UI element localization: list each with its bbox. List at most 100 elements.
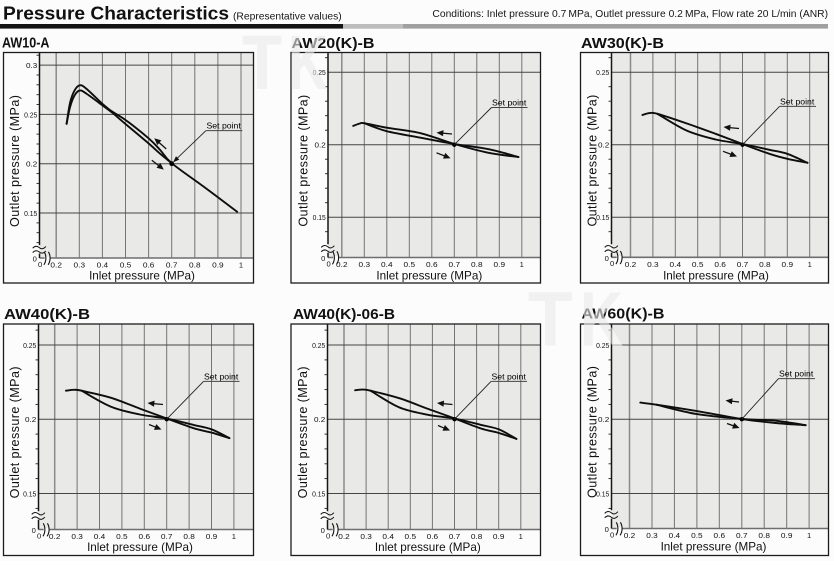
- svg-text:0.3: 0.3: [647, 260, 659, 269]
- svg-text:0: 0: [605, 254, 609, 263]
- svg-text:0.7: 0.7: [449, 532, 461, 541]
- svg-text:0: 0: [321, 254, 325, 263]
- svg-text:0.5: 0.5: [691, 531, 703, 540]
- svg-text:0: 0: [37, 531, 41, 540]
- svg-text:0: 0: [326, 531, 330, 540]
- svg-text:0.3: 0.3: [26, 61, 37, 70]
- svg-text:0.3: 0.3: [646, 531, 658, 540]
- svg-text:0.4: 0.4: [97, 261, 109, 270]
- svg-text:0.4: 0.4: [670, 260, 682, 269]
- svg-text:0.25: 0.25: [23, 341, 36, 350]
- svg-text:T: T: [528, 277, 573, 363]
- svg-text:0.4: 0.4: [669, 531, 681, 540]
- svg-text:0.2: 0.2: [625, 260, 637, 269]
- svg-text:Set point: Set point: [492, 97, 527, 107]
- svg-text:0.15: 0.15: [23, 489, 36, 498]
- svg-text:Set point: Set point: [204, 371, 239, 381]
- svg-text:0.6: 0.6: [143, 261, 155, 270]
- svg-text:0.4: 0.4: [381, 260, 393, 269]
- svg-text:0.15: 0.15: [596, 489, 609, 498]
- svg-text:0.7: 0.7: [737, 260, 749, 269]
- svg-text:0.25: 0.25: [596, 341, 609, 350]
- svg-text:0.9: 0.9: [494, 260, 506, 269]
- svg-text:Inlet pressure (MPa): Inlet pressure (MPa): [87, 541, 193, 554]
- svg-text:Set point: Set point: [779, 369, 814, 379]
- svg-text:0.2: 0.2: [315, 141, 326, 150]
- svg-text:AW40(K)-06-B: AW40(K)-06-B: [293, 307, 395, 323]
- svg-text:0.8: 0.8: [471, 260, 483, 269]
- svg-text:0.25: 0.25: [313, 68, 326, 77]
- svg-text:K: K: [288, 20, 328, 106]
- svg-text:1: 1: [239, 261, 243, 270]
- svg-text:K: K: [288, 20, 328, 106]
- svg-text:0.7: 0.7: [166, 261, 178, 270]
- svg-text:0.5: 0.5: [405, 532, 417, 541]
- svg-text:Conditions: Inlet pressure 0.7: Conditions: Inlet pressure 0.7 MPa, Outl…: [432, 9, 828, 20]
- svg-text:Inlet pressure (MPa): Inlet pressure (MPa): [376, 269, 482, 282]
- svg-text:0.6: 0.6: [714, 531, 726, 540]
- svg-text:K: K: [580, 277, 623, 363]
- svg-text:0: 0: [326, 259, 330, 268]
- svg-text:Inlet pressure (MPa): Inlet pressure (MPa): [375, 541, 481, 554]
- svg-text:0.2: 0.2: [314, 415, 325, 424]
- svg-text:0.2: 0.2: [49, 532, 61, 541]
- svg-text:AW60(K)-B: AW60(K)-B: [582, 307, 665, 323]
- svg-text:0.15: 0.15: [313, 213, 326, 222]
- svg-text:0.9: 0.9: [206, 532, 218, 541]
- svg-text:0.2: 0.2: [50, 261, 62, 270]
- svg-text:0: 0: [605, 525, 609, 534]
- svg-text:1: 1: [519, 532, 523, 541]
- svg-text:0.5: 0.5: [120, 261, 132, 270]
- svg-text:0.25: 0.25: [312, 341, 325, 350]
- svg-text:0.9: 0.9: [782, 260, 794, 269]
- svg-text:0.3: 0.3: [360, 532, 372, 541]
- svg-text:0.7: 0.7: [161, 532, 173, 541]
- svg-text:1: 1: [808, 260, 812, 269]
- svg-text:AW30(K)-B: AW30(K)-B: [581, 36, 664, 52]
- svg-text:0.15: 0.15: [24, 209, 37, 218]
- svg-text:AW40(K)-B: AW40(K)-B: [4, 307, 90, 323]
- svg-text:0.3: 0.3: [74, 261, 86, 270]
- svg-text:Outlet pressure (MPa): Outlet pressure (MPa): [8, 366, 22, 498]
- svg-text:0: 0: [32, 526, 36, 535]
- svg-text:Set point: Set point: [492, 371, 527, 381]
- svg-text:1: 1: [520, 260, 524, 269]
- svg-text:0.6: 0.6: [426, 260, 438, 269]
- svg-text:0.4: 0.4: [94, 532, 106, 541]
- svg-text:0.25: 0.25: [596, 68, 609, 77]
- svg-text:0: 0: [33, 255, 37, 264]
- svg-text:(Representative values): (Representative values): [233, 12, 342, 23]
- svg-text:Outlet pressure (MPa): Outlet pressure (MPa): [586, 94, 600, 226]
- svg-text:Inlet pressure (MPa): Inlet pressure (MPa): [89, 269, 195, 282]
- svg-text:1: 1: [232, 532, 236, 541]
- svg-text:0: 0: [321, 526, 325, 535]
- svg-text:Set point: Set point: [207, 120, 242, 130]
- svg-text:Inlet pressure (MPa): Inlet pressure (MPa): [661, 541, 767, 554]
- svg-text:0.5: 0.5: [116, 532, 128, 541]
- svg-text:0.7: 0.7: [736, 531, 748, 540]
- svg-text:0.2: 0.2: [598, 141, 609, 150]
- svg-text:0.3: 0.3: [71, 532, 83, 541]
- svg-text:1: 1: [807, 531, 811, 540]
- svg-text:0.2: 0.2: [338, 532, 350, 541]
- svg-text:0: 0: [610, 530, 614, 539]
- svg-text:0.2: 0.2: [25, 415, 36, 424]
- svg-text:0.9: 0.9: [781, 531, 793, 540]
- svg-text:Set point: Set point: [780, 96, 815, 106]
- svg-text:AW20(K)-B: AW20(K)-B: [292, 36, 375, 52]
- svg-text:T: T: [242, 20, 282, 106]
- svg-text:0.6: 0.6: [427, 532, 439, 541]
- svg-text:0.5: 0.5: [404, 260, 416, 269]
- svg-text:0.7: 0.7: [449, 260, 461, 269]
- svg-text:0.9: 0.9: [212, 261, 224, 270]
- svg-text:Pressure Characteristics: Pressure Characteristics: [3, 3, 229, 24]
- svg-text:Outlet pressure (MPa): Outlet pressure (MPa): [297, 94, 311, 226]
- svg-text:Outlet pressure (MPa): Outlet pressure (MPa): [586, 366, 600, 498]
- svg-text:0.25: 0.25: [24, 110, 37, 119]
- svg-text:0.2: 0.2: [26, 160, 37, 169]
- svg-text:Outlet pressure (MPa): Outlet pressure (MPa): [296, 366, 310, 498]
- svg-text:0.2: 0.2: [624, 531, 636, 540]
- svg-text:0.2: 0.2: [598, 415, 609, 424]
- svg-text:0.8: 0.8: [471, 532, 483, 541]
- svg-text:0: 0: [610, 259, 614, 268]
